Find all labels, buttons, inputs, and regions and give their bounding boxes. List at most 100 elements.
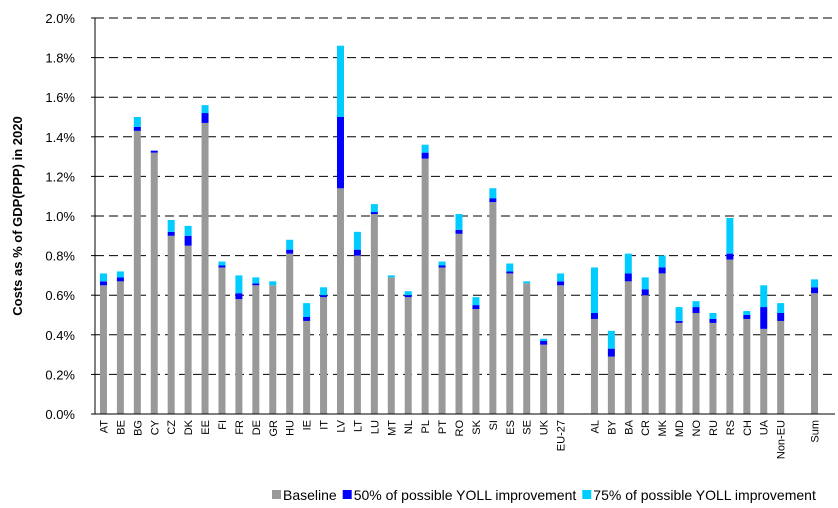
x-tick-label: CH — [742, 420, 754, 436]
bar-segment — [692, 307, 700, 314]
bar-segment — [709, 313, 717, 319]
bar-segment — [540, 338, 548, 341]
bar-segment — [252, 285, 260, 414]
bar-segment — [353, 249, 361, 256]
x-tick-label: MK — [657, 419, 669, 436]
bar-segment — [150, 152, 158, 414]
bar-segment — [607, 330, 615, 349]
bar-segment — [421, 152, 429, 159]
bar-segment — [336, 45, 344, 117]
bar-segment — [320, 295, 328, 298]
x-tick-label: AL — [589, 420, 601, 433]
x-tick-label: Non-EU — [776, 420, 788, 459]
bar-segment — [489, 198, 497, 203]
bar-segment — [286, 249, 294, 254]
bar-segment — [726, 217, 734, 254]
bar-segment — [624, 273, 632, 282]
y-tick-label: 1.8% — [45, 51, 75, 66]
bar-segment — [370, 212, 378, 215]
x-tick-label: CZ — [166, 420, 178, 435]
x-tick-label: RS — [725, 420, 737, 435]
bar-segment — [658, 273, 666, 414]
bar-segment — [455, 229, 463, 234]
x-tick-label: BY — [606, 419, 618, 434]
x-tick-label: HU — [285, 420, 297, 436]
bar-segment — [387, 275, 395, 278]
bar-segment — [303, 316, 311, 321]
x-tick-label: SK — [471, 419, 483, 434]
bar-segment — [523, 281, 531, 284]
bar-segment — [421, 144, 429, 153]
bar-segment — [489, 202, 497, 414]
x-tick-label: NL — [403, 420, 415, 434]
x-tick-label: BA — [623, 419, 635, 434]
bar-segment — [760, 328, 768, 414]
x-tick-label: UK — [539, 419, 551, 435]
bar-segment — [353, 255, 361, 414]
bar-segment — [726, 253, 734, 260]
bar-segment — [506, 271, 514, 274]
x-tick-label: FR — [234, 420, 246, 435]
bar-segment — [184, 235, 192, 246]
bar-segment — [506, 263, 514, 272]
y-tick-label: 0.8% — [45, 249, 75, 264]
bar-segment — [590, 313, 598, 319]
x-tick-label: IE — [302, 420, 314, 430]
bar-segment — [641, 295, 649, 414]
bar-segment — [286, 239, 294, 250]
bar-segment — [455, 214, 463, 230]
x-tick-label: UA — [759, 419, 771, 435]
y-tick-label: 2.0% — [45, 11, 75, 26]
bar-segment — [150, 150, 158, 153]
bar-segment — [743, 315, 751, 319]
bar-segment — [811, 293, 819, 414]
bar-segment — [811, 279, 819, 288]
bar-segment — [590, 318, 598, 414]
legend-label: 50% of possible YOLL improvement — [354, 487, 577, 503]
x-tick-label: FI — [217, 420, 229, 430]
bar-segment — [404, 295, 412, 298]
bar-segment — [99, 281, 107, 286]
bar-segment — [675, 320, 683, 323]
bar-segment — [455, 233, 463, 414]
x-tick-label: SI — [488, 420, 500, 430]
x-tick-label: RU — [708, 420, 720, 436]
bar-segment — [370, 214, 378, 414]
bar-segment — [201, 122, 209, 414]
bar-segment — [320, 287, 328, 296]
x-tick-label: BG — [132, 420, 144, 436]
x-tick-label: GR — [268, 420, 280, 437]
bar-segment — [760, 307, 768, 329]
bar-segment — [523, 283, 531, 414]
bar-segment — [218, 265, 226, 268]
x-tick-label: MD — [674, 420, 686, 437]
x-tick-label: DK — [183, 419, 195, 435]
x-tick-label: MT — [386, 420, 398, 436]
bar-segment — [184, 245, 192, 414]
bar-segment — [472, 297, 480, 306]
bar-segment — [658, 267, 666, 274]
bar-segment — [489, 188, 497, 199]
bar-segment — [133, 117, 141, 127]
bar-segment — [404, 291, 412, 296]
bar-segment — [438, 261, 446, 266]
bar-segment — [811, 287, 819, 294]
y-tick-label: 1.4% — [45, 130, 75, 145]
legend-label: 75% of possible YOLL improvement — [593, 487, 816, 503]
bar-segment — [269, 285, 277, 414]
bar-segment — [607, 348, 615, 357]
x-tick-label: IT — [319, 420, 331, 430]
x-tick-label: BE — [115, 420, 127, 435]
bar-segment — [235, 293, 243, 300]
bar-segment — [557, 281, 565, 286]
x-tick-label: Sum — [810, 420, 822, 443]
legend-swatch — [272, 490, 281, 499]
x-tick-label: RO — [454, 420, 466, 437]
y-tick-label: 1.2% — [45, 169, 75, 184]
bar-segment — [252, 277, 260, 284]
bar-segment — [133, 130, 141, 415]
y-tick-label: 1.6% — [45, 90, 75, 105]
x-tick-label: NO — [691, 420, 703, 437]
bar-segment — [472, 309, 480, 414]
